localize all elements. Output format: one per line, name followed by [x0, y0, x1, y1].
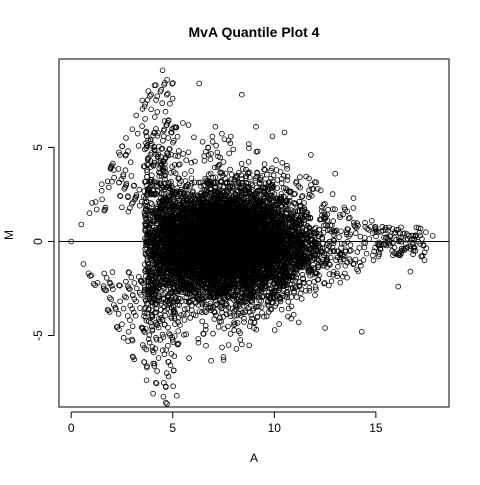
- data-point: [242, 309, 248, 316]
- data-point: [321, 280, 328, 286]
- data-point: [207, 170, 214, 177]
- data-point: [175, 328, 182, 334]
- data-point: [169, 289, 176, 296]
- data-point: [307, 214, 314, 221]
- data-point: [196, 308, 203, 315]
- data-point: [212, 174, 219, 181]
- data-point: [157, 337, 164, 343]
- data-point: [238, 160, 245, 167]
- data-point: [158, 173, 165, 179]
- data-point: [182, 171, 188, 177]
- data-point: [330, 240, 337, 247]
- data-point: [252, 175, 259, 182]
- data-point: [146, 318, 152, 325]
- data-point: [180, 151, 187, 157]
- data-point: [167, 193, 173, 200]
- chart-title: MvA Quantile Plot 4: [189, 24, 320, 40]
- data-point: [199, 139, 206, 145]
- data-point: [241, 315, 247, 322]
- data-point: [210, 330, 216, 337]
- data-point: [168, 178, 174, 185]
- data-point: [253, 184, 260, 191]
- data-point: [326, 271, 333, 277]
- data-point: [151, 178, 158, 185]
- data-point: [144, 239, 151, 246]
- data-point: [208, 189, 215, 196]
- data-point: [149, 172, 155, 179]
- data-point: [198, 183, 204, 190]
- data-point: [154, 179, 161, 186]
- data-point: [284, 173, 291, 180]
- data-point: [144, 167, 150, 174]
- data-point: [347, 231, 354, 238]
- data-point: [244, 195, 251, 202]
- data-point: [293, 294, 300, 300]
- data-point: [201, 308, 208, 314]
- data-point: [297, 290, 304, 297]
- data-point: [290, 311, 297, 318]
- data-point: [264, 292, 270, 299]
- data-point: [141, 309, 148, 316]
- data-point: [332, 206, 338, 213]
- data-point: [183, 298, 190, 305]
- data-point: [144, 309, 151, 316]
- data-point: [286, 189, 292, 195]
- data-point: [165, 324, 171, 331]
- data-point: [148, 200, 154, 206]
- data-point: [319, 234, 326, 241]
- data-point: [314, 255, 321, 262]
- data-point: [320, 201, 327, 208]
- data-point: [299, 264, 305, 271]
- data-point: [246, 141, 252, 147]
- y-axis-label: M: [2, 230, 16, 240]
- data-point: [278, 306, 285, 313]
- data-point: [270, 172, 277, 179]
- data-point: [184, 305, 191, 312]
- data-point: [202, 326, 209, 333]
- data-point: [239, 176, 245, 182]
- data-point: [192, 158, 198, 165]
- data-point: [203, 342, 209, 349]
- data-point: [250, 307, 256, 314]
- data-point: [309, 237, 316, 244]
- points-layer: [68, 67, 436, 407]
- data-point: [231, 313, 238, 319]
- data-point: [233, 173, 239, 180]
- data-point: [181, 317, 188, 323]
- data-point: [229, 295, 236, 302]
- data-point: [208, 357, 214, 364]
- data-point: [312, 284, 319, 290]
- data-point: [327, 261, 333, 268]
- data-point: [184, 311, 190, 317]
- data-point: [188, 168, 195, 174]
- data-point: [328, 278, 335, 285]
- data-point: [215, 324, 222, 330]
- data-point: [209, 139, 216, 145]
- data-point: [230, 146, 237, 153]
- data-point: [319, 204, 325, 211]
- data-point: [199, 309, 205, 315]
- data-point: [278, 180, 285, 186]
- data-point: [183, 157, 190, 164]
- data-point: [347, 242, 354, 248]
- data-point: [203, 309, 209, 316]
- data-point: [330, 268, 337, 275]
- data-point: [271, 327, 278, 333]
- data-point: [149, 201, 155, 207]
- data-point: [197, 179, 204, 186]
- data-point: [155, 130, 162, 136]
- data-point: [227, 331, 234, 337]
- data-point: [337, 214, 343, 221]
- data-point: [345, 215, 352, 222]
- x-axis-label: A: [250, 451, 258, 465]
- data-point: [269, 212, 276, 218]
- data-point: [305, 268, 312, 274]
- data-point: [162, 176, 168, 183]
- data-point: [254, 314, 261, 321]
- data-point: [169, 164, 175, 170]
- data-point: [261, 161, 268, 167]
